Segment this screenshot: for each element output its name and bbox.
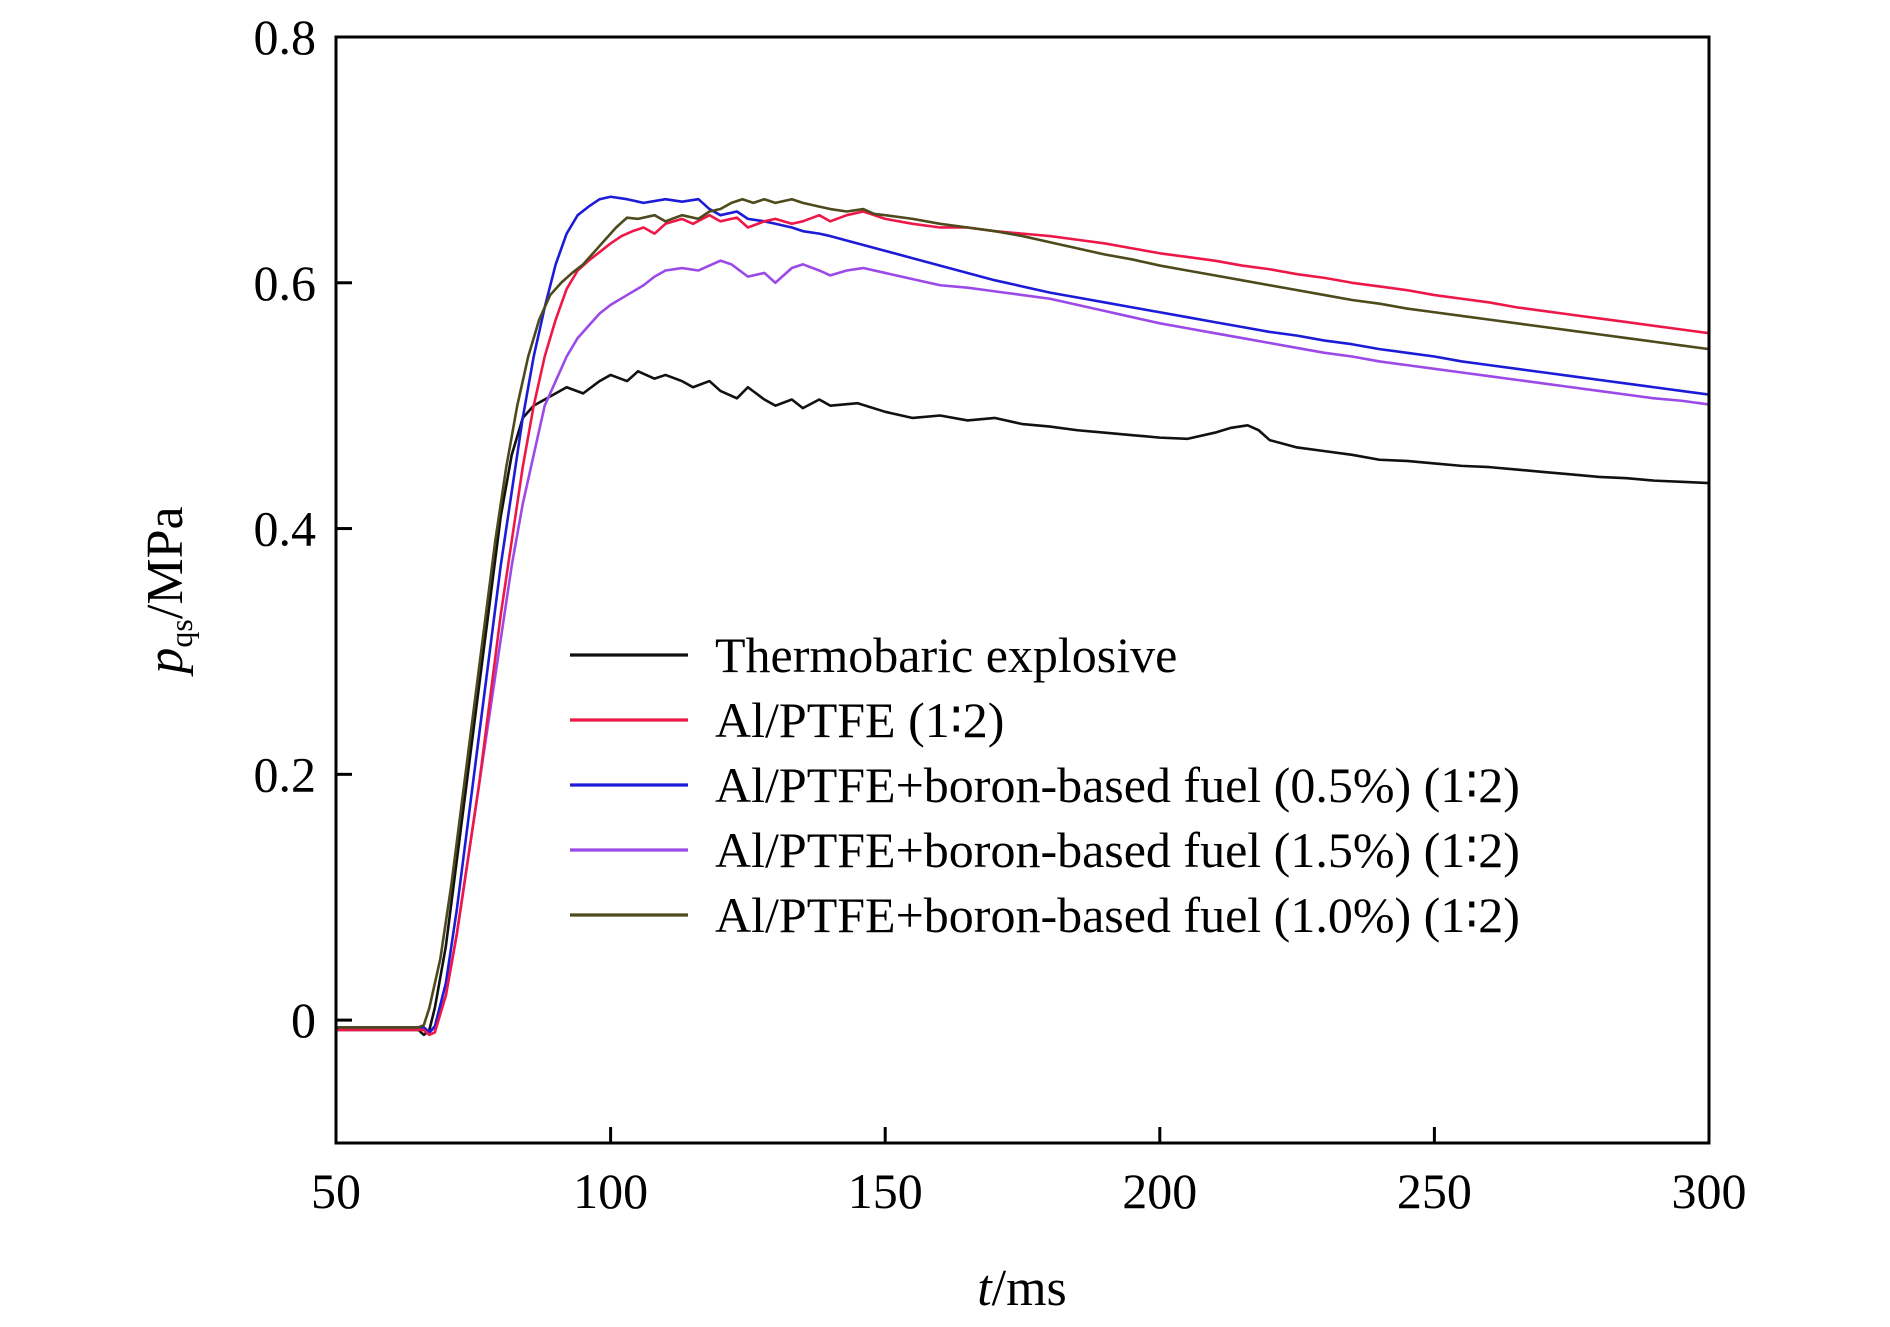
- axis-ticks: 50 100 150 200 250 300 0 0.2 0.4 0.6 0.8: [254, 9, 1747, 1219]
- series-line-3: [336, 259, 1709, 1034]
- legend-label: Al/PTFE+boron-based fuel (1.5%) (1∶2): [715, 822, 1520, 878]
- y-tick-label: 0: [291, 992, 316, 1048]
- series-line-4: [336, 197, 1709, 1029]
- plot-frame: [334, 35, 1711, 1145]
- x-axis-title-symbol: t: [977, 1260, 993, 1317]
- x-tick-label: 100: [573, 1163, 648, 1219]
- x-tick-label: 150: [848, 1163, 923, 1219]
- y-tick-label: 0.4: [254, 501, 317, 557]
- y-tick-label: 0.6: [254, 255, 317, 311]
- y-tick-label: 0.2: [254, 746, 317, 802]
- legend-label: Al/PTFE (1∶2): [715, 692, 1004, 748]
- y-axis-title-subscript: qs: [163, 619, 199, 647]
- x-axis-title-unit: /ms: [992, 1260, 1067, 1317]
- series-line-1: [336, 210, 1709, 1037]
- series-line-2: [336, 195, 1709, 1034]
- series-line-0: [336, 369, 1709, 1037]
- x-tick-label: 300: [1672, 1163, 1747, 1219]
- x-tick-label: 50: [311, 1163, 361, 1219]
- series-layer: [336, 195, 1709, 1037]
- y-axis-title: pqs/MPa: [137, 506, 199, 677]
- y-axis-title-symbol: p: [137, 648, 194, 678]
- x-tick-label: 250: [1397, 1163, 1472, 1219]
- legend: Thermobaric explosive Al/PTFE (1∶2) Al/PTF…: [570, 627, 1520, 943]
- legend-label: Al/PTFE+boron-based fuel (1.0%) (1∶2): [715, 887, 1520, 943]
- legend-label: Thermobaric explosive: [715, 627, 1177, 683]
- x-axis-title: t/ms: [977, 1260, 1067, 1317]
- y-tick-label: 0.8: [254, 9, 317, 65]
- y-axis-title-unit: /MPa: [137, 506, 194, 619]
- legend-label: Al/PTFE+boron-based fuel (0.5%) (1∶2): [715, 757, 1520, 813]
- x-tick-label: 200: [1122, 1163, 1197, 1219]
